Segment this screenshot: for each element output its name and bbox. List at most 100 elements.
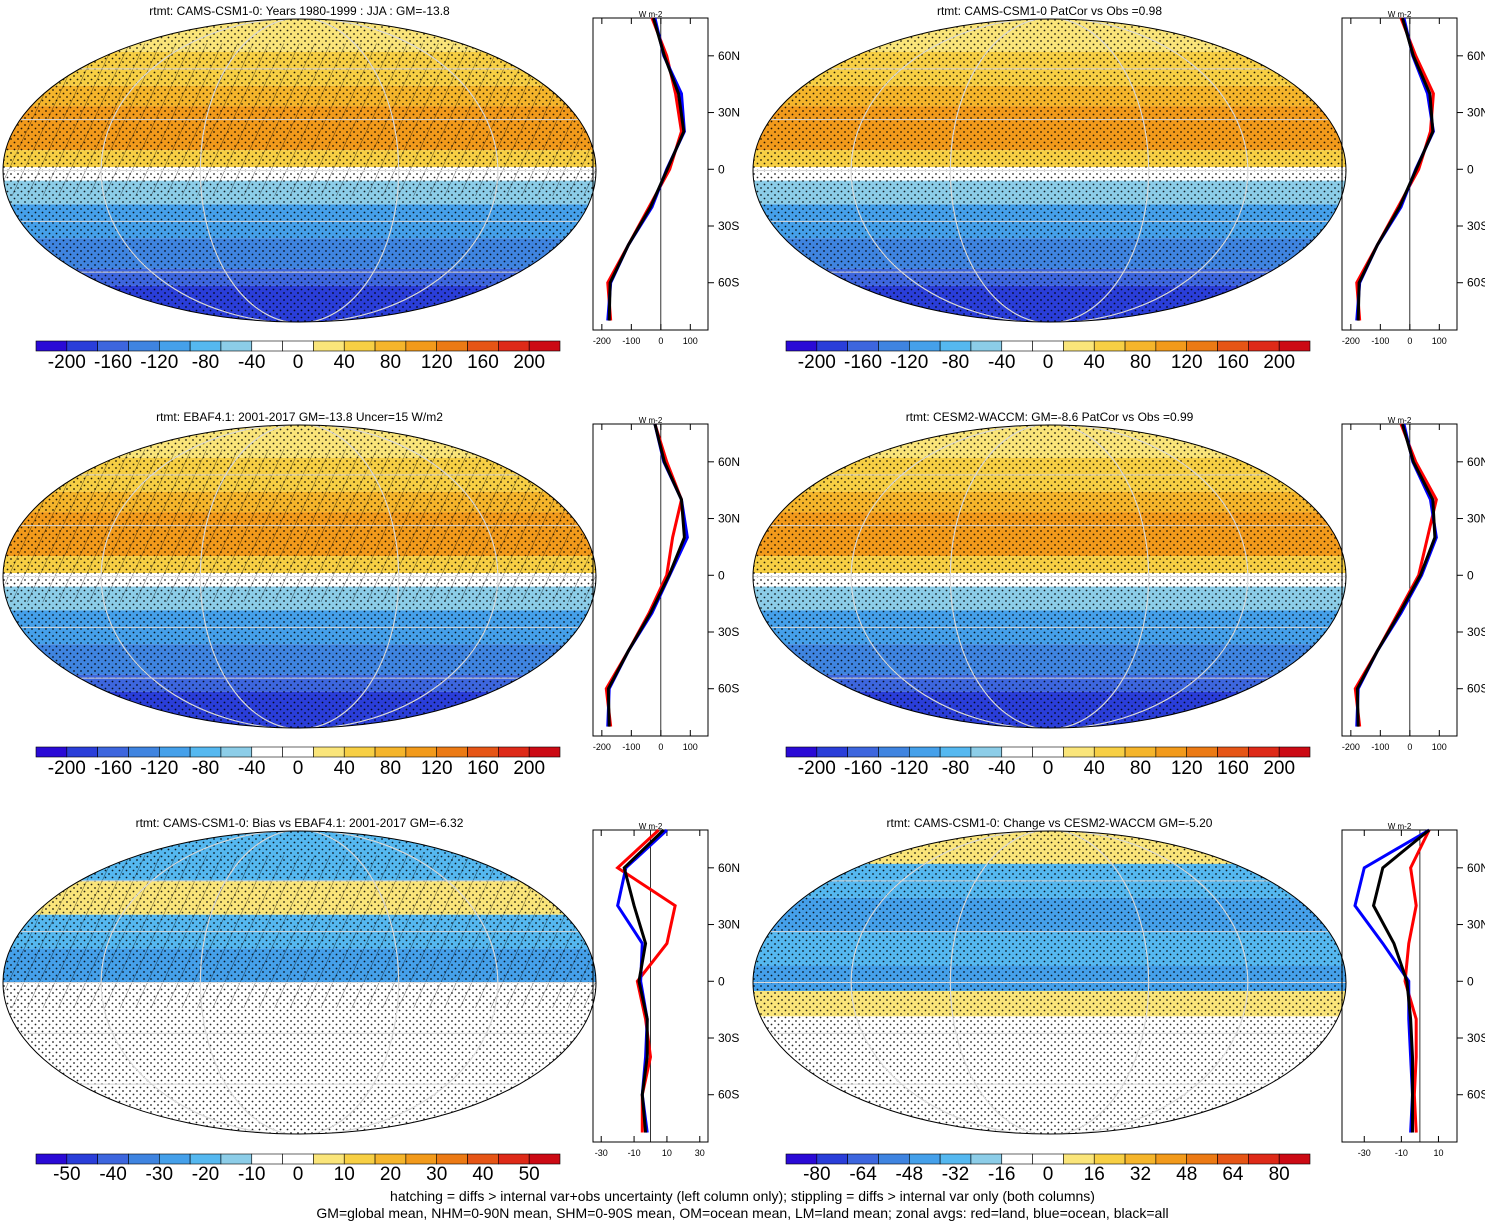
zonal-ytick-label: 30N (1467, 512, 1485, 526)
colorbar-swatch (405, 340, 438, 352)
colorbar-swatch (220, 340, 253, 352)
colorbar-swatch (528, 746, 561, 758)
world-map (752, 424, 1347, 729)
colorbar-tick-label: -50 (53, 1164, 81, 1185)
zonal-ytick-label: 60S (1467, 276, 1485, 290)
zonal-series-land (606, 17, 683, 321)
panel-title: rtmt: CAMS-CSM1-0: Change vs CESM2-WACCM… (886, 816, 1213, 830)
colorbar-swatch (189, 746, 222, 758)
colorbar-tick-label: -200 (797, 352, 836, 373)
colorbar-tick-label: -200 (797, 758, 836, 779)
colorbar-swatch (1032, 340, 1064, 352)
world-map (752, 830, 1347, 1135)
colorbar-tick-label: -80 (191, 352, 220, 373)
zonal-series-ocean (1355, 423, 1438, 727)
colorbar-swatch (467, 746, 499, 758)
colorbar-swatch (816, 340, 848, 352)
colorbar-tick-label: -32 (941, 1164, 970, 1185)
zonal-series-all (622, 828, 665, 1133)
colorbar (785, 1153, 1311, 1165)
panel-title: rtmt: CAMS-CSM1-0: Years 1980-1999 : JJA… (149, 4, 450, 18)
colorbar-swatch (1248, 340, 1280, 352)
zonal-ytick-label: 30N (718, 106, 740, 120)
zonal-ytick-label: 60S (1467, 682, 1485, 696)
colorbar-tick-label: 200 (513, 352, 546, 373)
colorbar-tick-label: -160 (94, 352, 133, 373)
zonal-series-ocean (1353, 828, 1430, 1133)
colorbar-swatch (282, 746, 314, 758)
colorbar-tick-label: 64 (1222, 1164, 1244, 1185)
colorbar-tick-label: 160 (1217, 352, 1249, 373)
zonal-ytick-label: 0 (1467, 974, 1474, 988)
zonal-xtick-label: -100 (622, 742, 640, 752)
zonal-ytick-label: 0 (718, 974, 725, 988)
panel-title: rtmt: CAMS-CSM1-0: Bias vs EBAF4.1: 2001… (135, 816, 464, 830)
colorbar-swatch (939, 340, 972, 352)
colorbar-swatch (878, 1153, 910, 1165)
zonal-ytick-label: 30S (1467, 625, 1485, 639)
colorbar-tick-label: 80 (379, 352, 402, 373)
colorbar-swatch (1155, 340, 1188, 352)
zonal-xtick-label: 30 (695, 1148, 705, 1158)
colorbar-swatch (1001, 1153, 1033, 1165)
colorbar-tick-label: -80 (803, 1164, 831, 1185)
colorbar-tick-label: 16 (1083, 1164, 1105, 1185)
colorbar-tick-label: -40 (988, 352, 1016, 373)
colorbar-swatch (343, 1153, 376, 1165)
colorbar-swatch (343, 746, 376, 758)
colorbar-swatch (467, 340, 499, 352)
colorbar-tick-label: 50 (518, 1164, 540, 1185)
colorbar-swatch (1186, 340, 1218, 352)
colorbar-swatch (97, 1153, 129, 1165)
colorbar-tick-label: 30 (426, 1164, 448, 1185)
colorbar-swatch (970, 746, 1003, 758)
colorbar-tick-label: 48 (1176, 1164, 1198, 1185)
colorbar-swatch (816, 1153, 848, 1165)
zonal-ytick-label: 0 (718, 162, 725, 176)
colorbar-swatch (343, 340, 376, 352)
colorbar (785, 746, 1311, 758)
colorbar-swatch (97, 340, 129, 352)
zonal-mean-plot: 60N 30N 0 30S 60S -200 -100 0 100 W m-2 (1341, 416, 1485, 752)
colorbar-swatch (1032, 1153, 1064, 1165)
colorbar-tick-label: -120 (890, 352, 929, 373)
colorbar-tick-label: 160 (467, 758, 499, 779)
colorbar (35, 340, 561, 352)
colorbar-tick-label: 200 (1263, 758, 1296, 779)
colorbar-swatch (1155, 746, 1188, 758)
colorbar-tick-label: 40 (333, 352, 355, 373)
colorbar-swatch (35, 1153, 68, 1165)
colorbar-tick-label: 200 (1263, 352, 1296, 373)
colorbar-swatch (785, 1153, 818, 1165)
colorbar-tick-label: 160 (1217, 758, 1249, 779)
colorbar-tick-label: -80 (941, 352, 970, 373)
panel-title: rtmt: CAMS-CSM1-0 PatCor vs Obs =0.98 (936, 4, 1163, 18)
colorbar-swatch (66, 340, 98, 352)
colorbar-tick-label: -120 (890, 758, 929, 779)
colorbar-tick-label: 10 (333, 1164, 355, 1185)
zonal-ytick-label: 30S (1467, 1031, 1485, 1045)
colorbar-swatch (785, 746, 818, 758)
zonal-mean-plot: 60N 30N 0 30S 60S -30 -10 10 30 W m-2 (592, 822, 740, 1158)
colorbar-swatch (1155, 1153, 1188, 1165)
colorbar (35, 746, 561, 758)
colorbar-swatch (1063, 340, 1095, 352)
zonal-xtick-label: -200 (593, 742, 611, 752)
zonal-xtick-label: 10 (1433, 1148, 1443, 1158)
zonal-series-all (1371, 828, 1431, 1133)
colorbar-swatch (467, 1153, 499, 1165)
colorbar-swatch (189, 340, 222, 352)
colorbar-swatch (498, 1153, 530, 1165)
zonal-ytick-label: 30S (718, 625, 739, 639)
zonal-ytick-label: 30S (718, 1031, 739, 1045)
world-map (752, 18, 1347, 323)
zonal-ytick-label: 60N (1467, 49, 1485, 63)
zonal-units-label: W m-2 (639, 416, 663, 425)
zonal-xtick-label: 100 (1432, 742, 1447, 752)
colorbar-swatch (528, 340, 561, 352)
colorbar-swatch (313, 746, 345, 758)
zonal-xtick-label: -100 (622, 336, 640, 346)
zonal-xtick-label: 100 (683, 742, 698, 752)
zonal-ytick-label: 60S (718, 682, 739, 696)
colorbar-tick-label: 80 (379, 758, 402, 779)
